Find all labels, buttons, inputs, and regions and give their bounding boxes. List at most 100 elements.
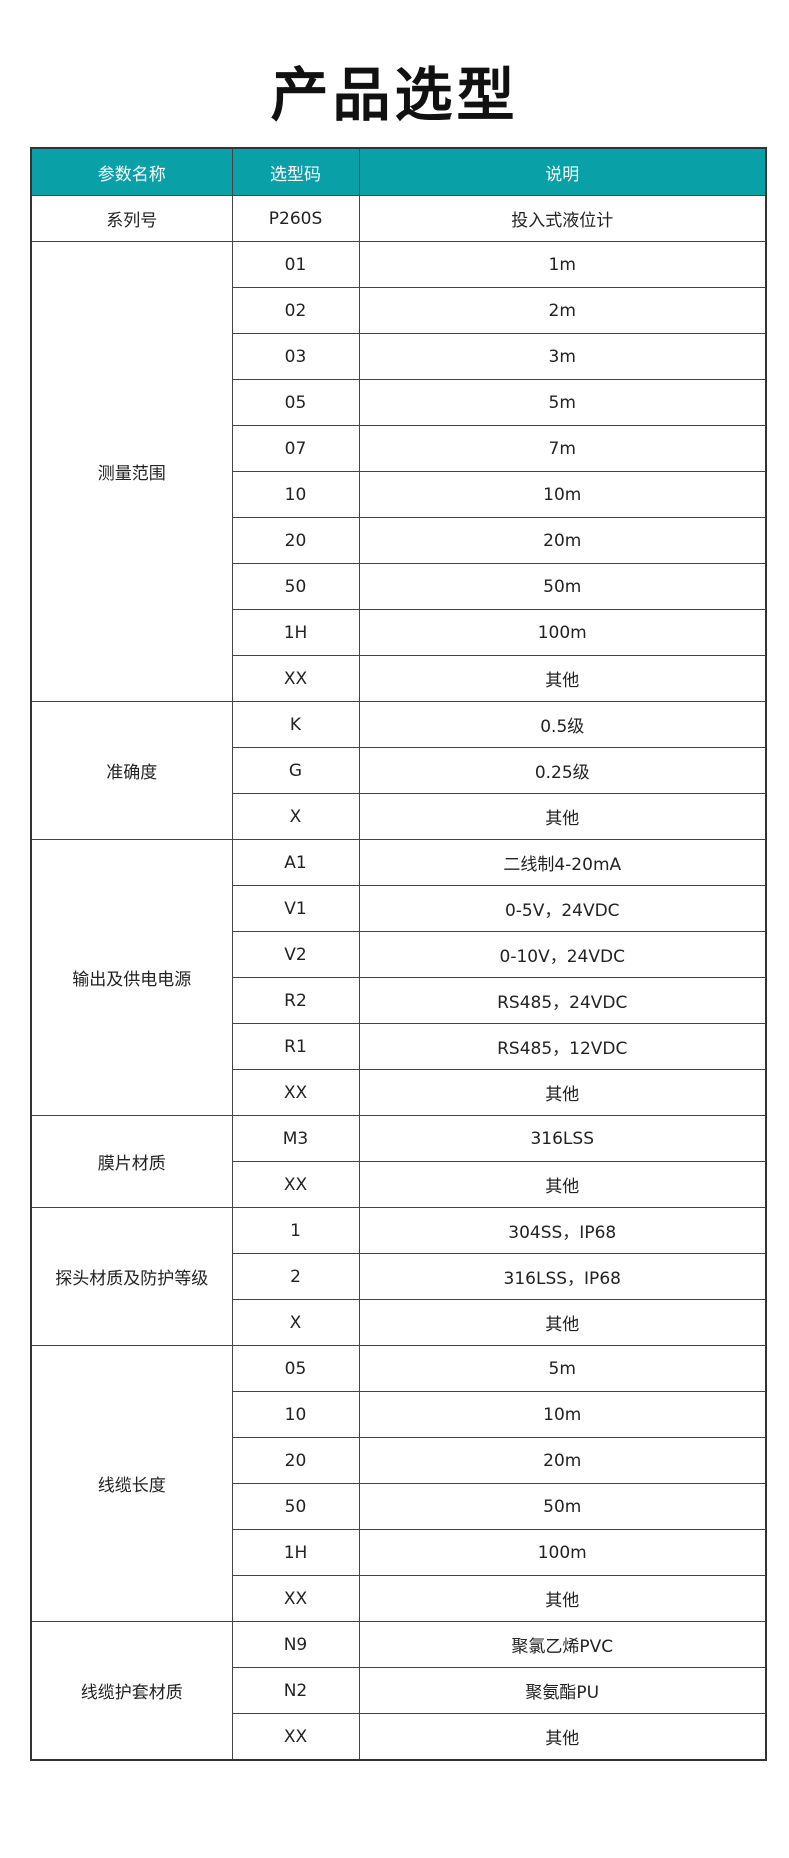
- table-row: 10 10m: [31, 1391, 767, 1438]
- code-cell: K: [231, 701, 360, 748]
- param-name-cell: 系列号: [30, 195, 233, 242]
- code-cell: R2: [231, 977, 360, 1024]
- description-cell: 0-10V，24VDC: [358, 931, 767, 978]
- description-cell: 100m: [358, 1529, 767, 1576]
- table-row: 线缆护套材质 N9 聚氯乙烯PVC: [30, 1621, 767, 1761]
- table-header-row: 参数名称 选型码 说明: [30, 147, 767, 196]
- table-row: 10 10m: [31, 471, 767, 518]
- table-row: 测量范围 01 1m: [30, 241, 767, 702]
- table-row: 线缆长度 05 5m: [30, 1345, 767, 1622]
- table-row: 1H 100m: [31, 1529, 767, 1576]
- code-cell: 02: [231, 287, 360, 334]
- code-cell: 05: [231, 1345, 360, 1392]
- header-param-name: 参数名称: [30, 147, 233, 196]
- param-name-cell: 探头材质及防护等级: [30, 1207, 233, 1346]
- code-cell: 20: [231, 1437, 360, 1484]
- description-cell: 聚氯乙烯PVC: [358, 1621, 767, 1668]
- code-cell: 1: [231, 1207, 360, 1254]
- description-cell: 316LSS，IP68: [358, 1253, 767, 1300]
- description-cell: 0.25级: [358, 747, 767, 794]
- code-cell: X: [231, 1299, 360, 1346]
- table-row: 20 20m: [31, 1437, 767, 1484]
- code-cell: R1: [231, 1023, 360, 1070]
- table-row: 07 7m: [31, 425, 767, 472]
- header-selection-code: 选型码: [231, 147, 360, 196]
- code-cell: XX: [231, 655, 360, 702]
- table-row: X 其他: [31, 793, 767, 840]
- code-cell: 01: [231, 241, 360, 288]
- description-cell: 其他: [358, 1713, 767, 1761]
- description-cell: RS485，12VDC: [358, 1023, 767, 1070]
- table-row: 准确度 K 0.5级: [30, 701, 767, 840]
- table-row: 膜片材质 M3 316LSS: [30, 1115, 767, 1208]
- code-cell: 10: [231, 1391, 360, 1438]
- param-name-cell: 准确度: [30, 701, 233, 840]
- param-name-cell: 测量范围: [30, 241, 233, 702]
- table-row: 1H 100m: [31, 609, 767, 656]
- code-cell: A1: [231, 839, 360, 886]
- product-selection-table: 参数名称 选型码 说明 系列号 P260S 投入式液位计 测量范围 01 1m 02 2m 03…: [30, 147, 767, 1761]
- table-row: 02 2m: [31, 287, 767, 334]
- description-cell: 2m: [358, 287, 767, 334]
- code-cell: 20: [231, 517, 360, 564]
- description-cell: 二线制4-20mA: [358, 839, 767, 886]
- code-cell: 1H: [231, 609, 360, 656]
- description-cell: 3m: [358, 333, 767, 380]
- code-cell: XX: [231, 1575, 360, 1622]
- description-cell: 10m: [358, 471, 767, 518]
- code-cell: 07: [231, 425, 360, 472]
- description-cell: 20m: [358, 1437, 767, 1484]
- param-name-cell: 线缆护套材质: [30, 1621, 233, 1761]
- code-cell: V2: [231, 931, 360, 978]
- code-cell: 05: [231, 379, 360, 426]
- description-cell: 其他: [358, 1299, 767, 1346]
- description-cell: 其他: [358, 793, 767, 840]
- table-row: 03 3m: [31, 333, 767, 380]
- param-name-cell: 线缆长度: [30, 1345, 233, 1622]
- table-row: 05 5m: [31, 379, 767, 426]
- code-cell: 2: [231, 1253, 360, 1300]
- table-row: 2 316LSS，IP68: [31, 1253, 767, 1300]
- table-row: R1 RS485，12VDC: [31, 1023, 767, 1070]
- table-row: XX 其他: [31, 1713, 767, 1761]
- table-row: 输出及供电电源 A1 二线制4-20mA: [30, 839, 767, 1116]
- description-cell: 5m: [358, 379, 767, 426]
- code-cell: 50: [231, 1483, 360, 1530]
- description-cell: 50m: [358, 1483, 767, 1530]
- code-cell: P260S: [231, 195, 360, 242]
- table-row: X 其他: [31, 1299, 767, 1346]
- code-cell: G: [231, 747, 360, 794]
- param-name-cell: 输出及供电电源: [30, 839, 233, 1116]
- description-cell: 316LSS: [358, 1115, 767, 1162]
- description-cell: 1m: [358, 241, 767, 288]
- code-cell: XX: [231, 1713, 360, 1761]
- description-cell: 0-5V，24VDC: [358, 885, 767, 932]
- description-cell: RS485，24VDC: [358, 977, 767, 1024]
- description-cell: 7m: [358, 425, 767, 472]
- description-cell: 5m: [358, 1345, 767, 1392]
- table-row: 20 20m: [31, 517, 767, 564]
- description-cell: 聚氨酯PU: [358, 1667, 767, 1714]
- header-description: 说明: [358, 147, 767, 196]
- description-cell: 20m: [358, 517, 767, 564]
- table-row: N2 聚氨酯PU: [31, 1667, 767, 1714]
- description-cell: 0.5级: [358, 701, 767, 748]
- description-cell: 其他: [358, 1069, 767, 1116]
- description-cell: 304SS，IP68: [358, 1207, 767, 1254]
- code-cell: 1H: [231, 1529, 360, 1576]
- param-name-cell: 膜片材质: [30, 1115, 233, 1208]
- code-cell: M3: [231, 1115, 360, 1162]
- table-row: 50 50m: [31, 563, 767, 610]
- code-cell: 50: [231, 563, 360, 610]
- description-cell: 其他: [358, 1575, 767, 1622]
- code-cell: N9: [231, 1621, 360, 1668]
- description-cell: 100m: [358, 609, 767, 656]
- description-cell: 其他: [358, 1161, 767, 1208]
- table-row: 系列号 P260S 投入式液位计: [30, 195, 767, 242]
- page-title: 产品选型: [270, 61, 519, 129]
- description-cell: 50m: [358, 563, 767, 610]
- code-cell: XX: [231, 1069, 360, 1116]
- table-row: G 0.25级: [31, 747, 767, 794]
- table-row: 探头材质及防护等级 1 304SS，IP68: [30, 1207, 767, 1346]
- table-row: 50 50m: [31, 1483, 767, 1530]
